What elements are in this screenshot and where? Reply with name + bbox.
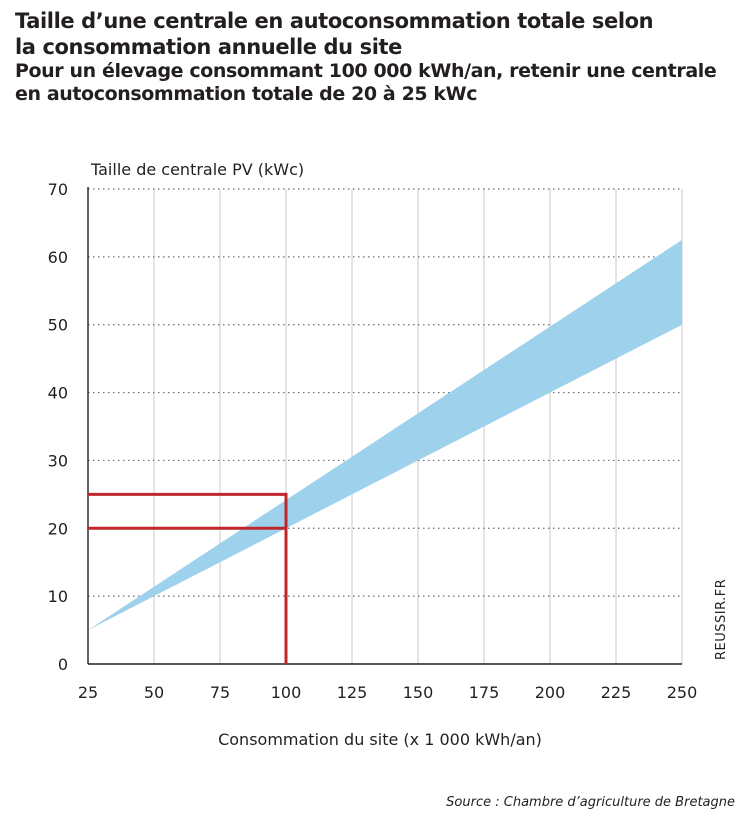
- band-layer: [88, 239, 682, 631]
- y-tick-label: 40: [48, 384, 68, 403]
- x-tick-label: 200: [535, 683, 566, 702]
- y-tick-label: 0: [58, 655, 68, 674]
- x-tick-label: 75: [210, 683, 230, 702]
- x-tick-label: 250: [667, 683, 698, 702]
- y-tick-label: 30: [48, 451, 68, 470]
- title-block: Taille d’une centrale en autoconsommatio…: [15, 8, 735, 106]
- x-tick-label: 175: [469, 683, 500, 702]
- label-layer: Taille de centrale PV (kWc) Consommation…: [48, 160, 698, 749]
- y-tick-label: 10: [48, 587, 68, 606]
- y-tick-label: 20: [48, 519, 68, 538]
- x-tick-label: 25: [78, 683, 98, 702]
- x-tick-label: 100: [271, 683, 302, 702]
- y-axis-label: Taille de centrale PV (kWc): [90, 160, 304, 179]
- chart-title-line-1: Taille d’une centrale en autoconsommatio…: [15, 9, 654, 33]
- y-tick-label: 50: [48, 316, 68, 335]
- chart-subtitle-line-1: Pour un élevage consommant 100 000 kWh/a…: [15, 60, 717, 82]
- x-tick-label: 125: [337, 683, 368, 702]
- watermark: REUSSIR.FR: [714, 578, 729, 660]
- chart-title-line-2: la consommation annuelle du site: [15, 35, 402, 59]
- source-note: Source : Chambre d’agriculture de Bretag…: [446, 795, 735, 810]
- x-tick-label: 150: [403, 683, 434, 702]
- y-tick-label: 60: [48, 248, 68, 267]
- range-band: [88, 239, 682, 631]
- x-tick-label: 50: [144, 683, 164, 702]
- axis-layer: [87, 187, 682, 665]
- highlight-layer: [88, 492, 288, 664]
- x-axis-label: Consommation du site (x 1 000 kWh/an): [218, 730, 542, 749]
- y-tick-label: 70: [48, 180, 68, 199]
- x-tick-label: 225: [601, 683, 632, 702]
- chart-subtitle-line-2: en autoconsommation totale de 20 à 25 kW…: [15, 83, 478, 105]
- grid-layer: [88, 188, 683, 664]
